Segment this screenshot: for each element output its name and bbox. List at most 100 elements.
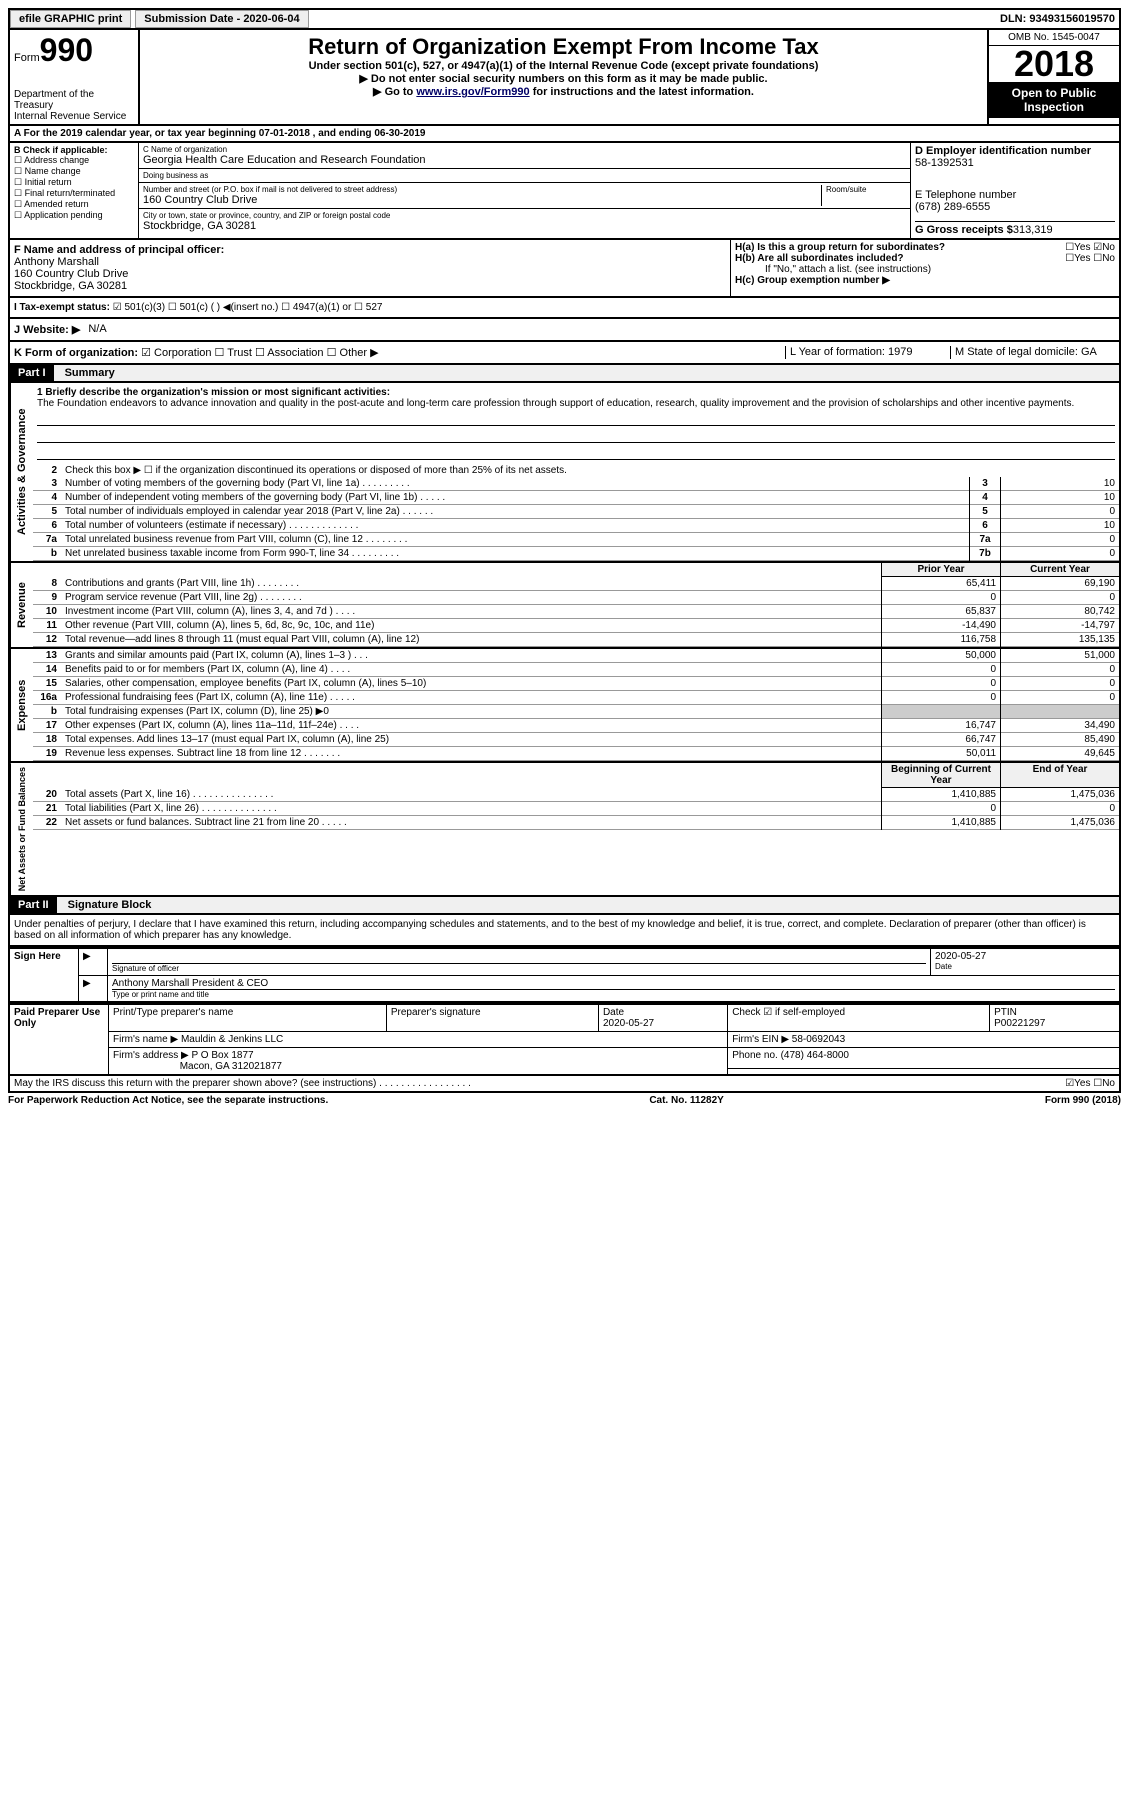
side-netassets: Net Assets or Fund Balances bbox=[10, 763, 33, 895]
ha-answer[interactable]: ☐Yes ☑No bbox=[1065, 242, 1115, 253]
city-label: City or town, state or province, country… bbox=[143, 211, 906, 220]
sig-label: Signature of officer bbox=[112, 964, 926, 973]
table-row: bNet unrelated business taxable income f… bbox=[33, 547, 1119, 561]
table-row: 16aProfessional fundraising fees (Part I… bbox=[33, 691, 1119, 705]
table-row: bTotal fundraising expenses (Part IX, co… bbox=[33, 705, 1119, 719]
website-value: N/A bbox=[80, 323, 106, 336]
tax-year: 2018 bbox=[989, 46, 1119, 82]
dln-text: DLN: 93493156019570 bbox=[1000, 13, 1119, 25]
paid-preparer-table: Paid Preparer Use Only Print/Type prepar… bbox=[8, 1003, 1121, 1076]
check-name[interactable]: ☐ Name change bbox=[14, 166, 134, 177]
prep-name-hdr: Print/Type preparer's name bbox=[109, 1004, 387, 1032]
discuss-text: May the IRS discuss this return with the… bbox=[14, 1078, 471, 1089]
part1-header: Part I bbox=[10, 365, 54, 381]
col-d-info: D Employer identification number 58-1392… bbox=[911, 143, 1119, 238]
addr-label: Number and street (or P.O. box if mail i… bbox=[143, 185, 821, 194]
firm-label: Firm's name ▶ bbox=[113, 1034, 178, 1045]
ein-value: 58-1392531 bbox=[915, 157, 1115, 169]
side-expenses: Expenses bbox=[10, 649, 33, 761]
table-row: 18Total expenses. Add lines 13–17 (must … bbox=[33, 733, 1119, 747]
table-row: 3Number of voting members of the governi… bbox=[33, 477, 1119, 491]
firm-name: Mauldin & Jenkins LLC bbox=[181, 1034, 283, 1045]
room-label: Room/suite bbox=[821, 185, 906, 206]
part2-bar: Part II Signature Block bbox=[8, 897, 1121, 915]
side-governance: Activities & Governance bbox=[10, 383, 33, 561]
hb-answer[interactable]: ☐Yes ☐No bbox=[1065, 253, 1115, 264]
prep-date: 2020-05-27 bbox=[603, 1018, 654, 1029]
form-word: Form bbox=[14, 52, 40, 64]
prep-date-hdr: Date bbox=[603, 1007, 624, 1018]
check-amended[interactable]: ☐ Amended return bbox=[14, 199, 134, 210]
check-initial[interactable]: ☐ Initial return bbox=[14, 177, 134, 188]
form-number: 990 bbox=[40, 32, 93, 68]
check-address[interactable]: ☐ Address change bbox=[14, 155, 134, 166]
footer: For Paperwork Reduction Act Notice, see … bbox=[8, 1093, 1121, 1106]
table-row: 4Number of independent voting members of… bbox=[33, 491, 1119, 505]
gross-label: G Gross receipts $ bbox=[915, 224, 1013, 236]
firm-addr-label: Firm's address ▶ bbox=[113, 1050, 189, 1061]
revenue-section: Revenue Prior Year Current Year 8Contrib… bbox=[8, 563, 1121, 649]
addr-value: 160 Country Club Drive bbox=[143, 194, 821, 206]
officer-label: F Name and address of principal officer: bbox=[14, 244, 224, 256]
col-c-org: C Name of organization Georgia Health Ca… bbox=[139, 143, 911, 238]
hb-note: If "No," attach a list. (see instruction… bbox=[735, 264, 1115, 275]
row-a: A For the 2019 calendar year, or tax yea… bbox=[8, 126, 1121, 143]
officer-city: Stockbridge, GA 30281 bbox=[14, 280, 127, 292]
firm-addr2: Macon, GA 312021877 bbox=[180, 1061, 282, 1072]
officer-name: Anthony Marshall bbox=[14, 256, 99, 268]
table-row: 22Net assets or fund balances. Subtract … bbox=[33, 816, 1119, 830]
self-emp-check[interactable]: Check ☑ if self-employed bbox=[728, 1004, 990, 1032]
tax-exempt-opts[interactable]: ☑ 501(c)(3) ☐ 501(c) ( ) ◀(insert no.) ☐… bbox=[113, 302, 383, 313]
form-org-label: K Form of organization: bbox=[14, 347, 138, 359]
table-row: 7aTotal unrelated business revenue from … bbox=[33, 533, 1119, 547]
ha-label: H(a) Is this a group return for subordin… bbox=[735, 242, 945, 253]
tax-exempt-row: I Tax-exempt status: ☑ 501(c)(3) ☐ 501(c… bbox=[8, 298, 1121, 319]
officer-addr: 160 Country Club Drive bbox=[14, 268, 128, 280]
k-row: K Form of organization: ☑ Corporation ☐ … bbox=[8, 342, 1121, 365]
ptin-value: P00221297 bbox=[994, 1018, 1045, 1029]
sig-name-label: Type or print name and title bbox=[112, 990, 1115, 999]
sig-date-label: Date bbox=[935, 962, 1115, 971]
governance-section: Activities & Governance 1 Briefly descri… bbox=[8, 383, 1121, 563]
table-row: 13Grants and similar amounts paid (Part … bbox=[33, 649, 1119, 663]
form-org-opts[interactable]: ☑ Corporation ☐ Trust ☐ Association ☐ Ot… bbox=[141, 347, 378, 359]
form-note2: ▶ Go to www.irs.gov/Form990 for instruct… bbox=[144, 85, 983, 98]
prep-sig-hdr: Preparer's signature bbox=[386, 1004, 598, 1032]
irs-link[interactable]: www.irs.gov/Form990 bbox=[416, 86, 529, 98]
gross-value: 313,319 bbox=[1013, 224, 1053, 236]
part2-header: Part II bbox=[10, 897, 57, 913]
check-pending[interactable]: ☐ Application pending bbox=[14, 210, 134, 221]
hc-label: H(c) Group exemption number ▶ bbox=[735, 275, 890, 286]
city-value: Stockbridge, GA 30281 bbox=[143, 220, 906, 232]
firm-ein: 58-0692043 bbox=[792, 1034, 845, 1045]
expenses-section: Expenses 13Grants and similar amounts pa… bbox=[8, 649, 1121, 763]
mission-label: 1 Briefly describe the organization's mi… bbox=[37, 387, 390, 398]
phone-label: E Telephone number bbox=[915, 189, 1115, 201]
firm-phone-label: Phone no. bbox=[732, 1050, 778, 1061]
efile-button[interactable]: efile GRAPHIC print bbox=[10, 10, 131, 28]
state-domicile: M State of legal domicile: GA bbox=[950, 346, 1115, 359]
discuss-answer[interactable]: ☑Yes ☐No bbox=[1065, 1078, 1115, 1089]
sign-here-label: Sign Here bbox=[9, 948, 79, 1002]
hb-label: H(b) Are all subordinates included? bbox=[735, 253, 904, 264]
table-row: 11Other revenue (Part VIII, column (A), … bbox=[33, 619, 1119, 633]
ein-label: D Employer identification number bbox=[915, 145, 1091, 157]
table-row: 21Total liabilities (Part X, line 26) . … bbox=[33, 802, 1119, 816]
mission-text: The Foundation endeavors to advance inno… bbox=[37, 398, 1074, 409]
hdr-prior: Prior Year bbox=[882, 563, 1001, 577]
org-name-label: C Name of organization bbox=[143, 145, 906, 154]
section-bcd: B Check if applicable: ☐ Address change … bbox=[8, 143, 1121, 240]
line2-text: Check this box ▶ ☐ if the organization d… bbox=[61, 464, 1119, 477]
form-subtitle: Under section 501(c), 527, or 4947(a)(1)… bbox=[144, 60, 983, 72]
table-row: 5Total number of individuals employed in… bbox=[33, 505, 1119, 519]
form-header: Form990 Department of the Treasury Inter… bbox=[8, 30, 1121, 126]
firm-ein-label: Firm's EIN ▶ bbox=[732, 1034, 789, 1045]
year-formation: L Year of formation: 1979 bbox=[785, 346, 950, 359]
firm-phone: (478) 464-8000 bbox=[781, 1050, 849, 1061]
table-row: 20Total assets (Part X, line 16) . . . .… bbox=[33, 788, 1119, 802]
paid-prep-label: Paid Preparer Use Only bbox=[9, 1004, 109, 1075]
sign-here-table: Sign Here ▶ Signature of officer 2020-05… bbox=[8, 947, 1121, 1003]
check-final[interactable]: ☐ Final return/terminated bbox=[14, 188, 134, 199]
submission-button[interactable]: Submission Date - 2020-06-04 bbox=[135, 10, 308, 28]
discuss-row: May the IRS discuss this return with the… bbox=[8, 1076, 1121, 1093]
